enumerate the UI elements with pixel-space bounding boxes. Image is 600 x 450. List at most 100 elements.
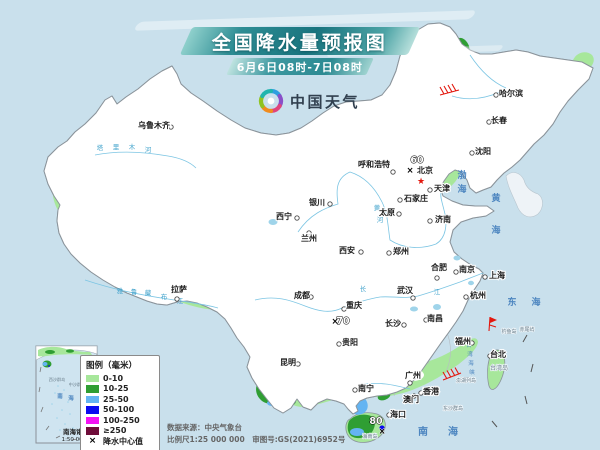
- city-label: 郑州: [393, 246, 409, 256]
- precip-center-label: 降水中心值: [103, 436, 143, 446]
- city-marker: [487, 353, 493, 359]
- city-label: 济南: [435, 214, 451, 224]
- inset-sea-label: 海: [68, 394, 74, 402]
- inset-islands-label: 中沙群岛: [69, 381, 86, 388]
- city-label: 昆明: [280, 357, 296, 367]
- city-label: 海口: [390, 409, 406, 419]
- island-label: 台湾岛: [490, 364, 508, 372]
- city-marker: [308, 294, 314, 300]
- precip-center-symbol: ×: [88, 436, 97, 447]
- river-label: 河: [377, 216, 384, 224]
- sea-label: 海: [531, 296, 540, 308]
- city-marker: [486, 119, 492, 125]
- data-source: 数据来源：中央气象台: [167, 423, 242, 432]
- wind-barb-icon: [439, 83, 497, 381]
- city-marker: [352, 387, 358, 393]
- sea-label: 海: [448, 425, 460, 438]
- city-label: 香港: [422, 386, 440, 396]
- river-label: 黄: [374, 203, 381, 212]
- city-marker: [168, 124, 174, 130]
- precip-center-cross: ×: [378, 427, 385, 437]
- inset-title: 南海诸岛: [63, 427, 90, 436]
- sea-label: 海: [491, 224, 500, 236]
- dongsha-dot: [443, 407, 445, 409]
- city-marker: [427, 218, 433, 224]
- sea-label: 台: [466, 341, 472, 349]
- city-label: 石家庄: [403, 193, 428, 203]
- river-label: 塔: [97, 143, 104, 152]
- sea-label: 黄: [491, 192, 500, 204]
- sea-label: 渤: [457, 169, 466, 181]
- city-marker: [434, 275, 440, 281]
- legend-label: 100-250: [103, 415, 140, 425]
- lakes: [268, 219, 474, 312]
- city-marker: [469, 150, 475, 156]
- legend-item: 50-100: [86, 405, 154, 416]
- legend-item: 10-25: [86, 384, 154, 395]
- city-marker: [397, 197, 403, 203]
- city-label: 南昌: [427, 313, 443, 323]
- legend-swatch: [86, 427, 99, 435]
- river-label: 河: [145, 146, 152, 154]
- korea-outline: [505, 172, 543, 218]
- river-label: 布: [161, 292, 168, 301]
- china-weather-logo-icon: [258, 88, 284, 114]
- legend-swatch: [86, 416, 99, 424]
- city-marker: [427, 187, 433, 193]
- city-marker: [327, 201, 333, 207]
- city-label: 银川: [308, 197, 325, 207]
- capital-star-marker: ★: [417, 177, 425, 187]
- forecast-period: 6月6日08时-7日08时: [236, 60, 364, 74]
- legend-title: 图例（毫米）: [86, 361, 138, 371]
- title-banner: 全国降水量预报图: [179, 27, 421, 55]
- river-label: 藏: [145, 288, 152, 297]
- city-marker: [493, 92, 499, 98]
- city-label: 天津: [434, 183, 450, 193]
- island-label: 钓鱼岛: [501, 328, 516, 335]
- legend-item: ≥250: [86, 426, 154, 437]
- city-marker: [358, 249, 364, 255]
- city-marker: [463, 294, 469, 300]
- river-label: 鲁: [131, 287, 138, 296]
- sea-label: 海: [468, 359, 474, 367]
- city-marker: [410, 295, 416, 301]
- legend-label: 50-100: [103, 405, 135, 415]
- legend-center-item: × 降水中心值: [86, 436, 154, 447]
- city-label: 长沙: [385, 318, 401, 328]
- city-marker: [411, 393, 417, 399]
- city-label: 哈尔滨: [499, 88, 523, 98]
- city-marker: [174, 296, 180, 302]
- city-label: 兰州: [301, 233, 317, 243]
- river-label: 雅: [117, 287, 124, 295]
- precip-center-value: 70: [336, 316, 350, 327]
- city-marker: [336, 341, 342, 347]
- legend-label: ≥250: [103, 426, 127, 436]
- city-marker: [469, 340, 475, 346]
- city-label: 成都: [294, 290, 310, 300]
- city-marker: [386, 412, 392, 418]
- city-label: 太原: [378, 207, 395, 217]
- city-label: 乌鲁木齐: [138, 120, 171, 130]
- city-label: 呼和浩特: [358, 159, 390, 169]
- city-label: 杭州: [470, 290, 486, 300]
- sea-label: 东: [507, 296, 516, 308]
- attribution: 数据来源：中央气象台 比例尺1:25 000 000 审图号:GS(2021)6…: [167, 422, 345, 445]
- city-label: 西宁: [276, 211, 292, 221]
- river-label: 木: [129, 142, 136, 151]
- island-label: 赤尾屿: [519, 326, 534, 333]
- river-label: 长: [360, 284, 367, 293]
- city-label: 广州: [405, 370, 421, 380]
- island-label: 东沙群岛: [443, 405, 463, 412]
- city-label: 北京: [417, 165, 433, 175]
- city-label: 南京: [459, 264, 475, 274]
- brand-logo: 中国天气: [258, 88, 360, 114]
- river-labels: 塔里木河黄河长 江雅鲁藏布江: [97, 142, 441, 305]
- island-label: 海南岛: [362, 433, 377, 440]
- city-label: 澳门: [403, 394, 419, 404]
- inset-islands-label: 西沙群岛: [49, 376, 66, 383]
- city-marker: [295, 361, 301, 367]
- legend-swatch: [86, 406, 99, 414]
